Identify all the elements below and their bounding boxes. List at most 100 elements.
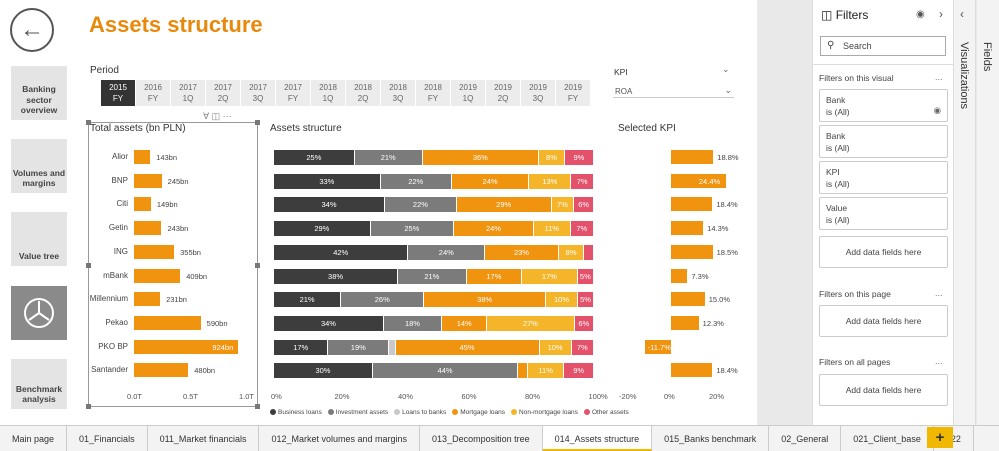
resize-handle[interactable]	[86, 404, 91, 409]
total-assets-bar[interactable]	[134, 244, 175, 259]
stacked-bar-segment[interactable]: 18%	[383, 315, 442, 331]
nav-value-tree[interactable]: Value tree	[11, 212, 67, 266]
page-tab[interactable]: Main page	[0, 426, 68, 451]
total-assets-bar[interactable]	[134, 221, 162, 236]
stacked-bar-segment[interactable]: 26%	[341, 292, 424, 308]
stacked-bar-segment[interactable]: 14%	[442, 315, 487, 331]
total-assets-bar[interactable]	[134, 363, 189, 378]
stacked-bar-segment[interactable]: 11%	[534, 221, 570, 237]
stacked-bar-segment[interactable]: 5%	[577, 268, 593, 284]
kpi-bar[interactable]	[671, 315, 699, 330]
nav-benchmark-analysis[interactable]: Benchmark analysis	[11, 359, 67, 409]
fields-pane[interactable]: Fields	[977, 0, 999, 425]
stacked-bar-segment[interactable]: 33%	[274, 173, 380, 189]
stacked-bar-segment[interactable]: 44%	[372, 363, 518, 379]
nav-assets-structure[interactable]	[11, 286, 67, 340]
more-options-icon[interactable]: ...	[935, 72, 943, 82]
kpi-bar[interactable]	[671, 173, 726, 188]
stacked-bar-segment[interactable]: 24%	[454, 221, 533, 237]
stacked-bar-segment[interactable]: 42%	[274, 244, 408, 260]
stacked-bar-segment[interactable]: 24%	[408, 244, 485, 260]
stacked-bar-segment[interactable]: 10%	[546, 292, 577, 308]
total-assets-bar[interactable]	[134, 173, 162, 188]
stacked-bar-segment[interactable]: 30%	[274, 363, 372, 379]
more-options-icon[interactable]: ...	[935, 288, 943, 298]
selected-visual-frame[interactable]	[86, 120, 260, 409]
add-page-button[interactable]: +	[927, 427, 953, 448]
page-tab[interactable]: 022	[934, 426, 974, 451]
stacked-bar-segment[interactable]: 21%	[398, 268, 466, 284]
page-tab[interactable]: 011_Market financials	[148, 426, 260, 451]
legend-item[interactable]: Other assets	[583, 409, 629, 416]
stacked-bar-segment[interactable]: 9%	[564, 150, 593, 165]
nav-banking-sector-overview[interactable]: Banking sector overview	[11, 66, 67, 120]
stacked-bar-segment[interactable]: 17%	[274, 339, 328, 355]
stacked-bar-segment[interactable]: 34%	[274, 315, 383, 331]
page-tab[interactable]: 021_Client_base	[841, 426, 934, 451]
visualizations-pane[interactable]: ‹ Visualizations	[954, 0, 976, 425]
resize-handle[interactable]	[255, 120, 260, 125]
stacked-bar-segment[interactable]: 38%	[274, 268, 398, 284]
back-button[interactable]: ←	[10, 8, 54, 52]
legend-item[interactable]: Mortgage loans	[452, 409, 505, 416]
filter-card[interactable]: Value is (All)	[819, 197, 948, 230]
page-tab[interactable]: 02_General	[769, 426, 842, 451]
kpi-dropdown[interactable]: ROA ⌄	[613, 82, 734, 98]
nav-volumes-and-margins[interactable]: Volumes and margins	[11, 139, 67, 193]
period-option[interactable]: 2019 2Q	[486, 80, 520, 106]
stacked-bar-segment[interactable]: 38%	[424, 292, 545, 308]
stacked-bar-segment[interactable]: 6%	[574, 315, 593, 331]
kpi-bar[interactable]	[671, 268, 688, 283]
add-all-pages-fields[interactable]: Add data fields here	[819, 374, 948, 406]
page-tab[interactable]: 015_Banks benchmark	[652, 426, 770, 451]
resize-handle[interactable]	[255, 263, 260, 268]
total-assets-bar[interactable]	[134, 150, 151, 164]
page-tab[interactable]: 012_Market volumes and margins	[259, 426, 421, 451]
stacked-bar-segment[interactable]: 25%	[274, 150, 354, 165]
stacked-bar-segment[interactable]: 7%	[551, 197, 574, 213]
filter-card[interactable]: Bank is (All) ◉	[819, 89, 948, 122]
stacked-bar-segment[interactable]: 21%	[354, 150, 422, 165]
kpi-bar[interactable]	[671, 221, 704, 236]
period-option[interactable]: 2017 3Q	[241, 80, 275, 106]
stacked-bar-segment[interactable]: 22%	[380, 173, 451, 189]
kpi-bar[interactable]	[671, 150, 714, 164]
kpi-bar[interactable]	[671, 292, 705, 307]
stacked-bar-segment[interactable]: 6%	[574, 197, 593, 213]
visual-header-icons[interactable]: ∀ ◫ ⋯	[203, 111, 232, 121]
total-assets-bar[interactable]	[134, 292, 161, 307]
more-options-icon[interactable]: ...	[935, 356, 943, 366]
period-option[interactable]: 2018 3Q	[381, 80, 415, 106]
stacked-bar-segment[interactable]: 17%	[522, 268, 577, 284]
eye-hide-icon[interactable]: ◉	[916, 9, 925, 20]
stacked-bar-segment[interactable]	[584, 244, 593, 260]
stacked-bar-segment[interactable]: 36%	[422, 150, 539, 165]
period-option[interactable]: 2018 2Q	[346, 80, 380, 106]
total-assets-bar[interactable]	[134, 315, 201, 330]
add-visual-fields[interactable]: Add data fields here	[819, 236, 948, 268]
stacked-bar-segment[interactable]: 7%	[571, 339, 593, 355]
stacked-bar-segment[interactable]: 19%	[328, 339, 389, 355]
stacked-bar-segment[interactable]: 45%	[395, 339, 539, 355]
page-tab[interactable]: 01_Financials	[67, 426, 148, 451]
total-assets-bar[interactable]	[134, 197, 151, 212]
stacked-bar-segment[interactable]: 5%	[578, 292, 593, 308]
period-option[interactable]: 2015 FY	[101, 80, 135, 106]
stacked-bar-segment[interactable]: 13%	[529, 173, 571, 189]
stacked-bar-segment[interactable]	[389, 339, 395, 355]
stacked-bar-segment[interactable]: 29%	[456, 197, 551, 213]
legend-item[interactable]: Investment assets	[327, 409, 388, 416]
total-assets-bar[interactable]	[134, 339, 239, 354]
period-option[interactable]: 2019 FY	[556, 80, 590, 106]
stacked-bar-segment[interactable]: 29%	[274, 221, 370, 237]
period-option[interactable]: 2017 FY	[276, 80, 310, 106]
stacked-bar-segment[interactable]: 11%	[528, 363, 564, 379]
stacked-bar-segment[interactable]: 7%	[570, 221, 593, 237]
stacked-bar-segment[interactable]	[518, 363, 527, 379]
filter-card[interactable]: KPI is (All)	[819, 161, 948, 194]
stacked-bar-segment[interactable]: 22%	[385, 197, 456, 213]
kpi-bar[interactable]	[671, 244, 713, 259]
expand-icon[interactable]: ‹	[960, 7, 964, 21]
filters-search-input[interactable]: ⚲ Search	[820, 36, 946, 56]
collapse-filters-icon[interactable]: ›	[939, 7, 943, 21]
